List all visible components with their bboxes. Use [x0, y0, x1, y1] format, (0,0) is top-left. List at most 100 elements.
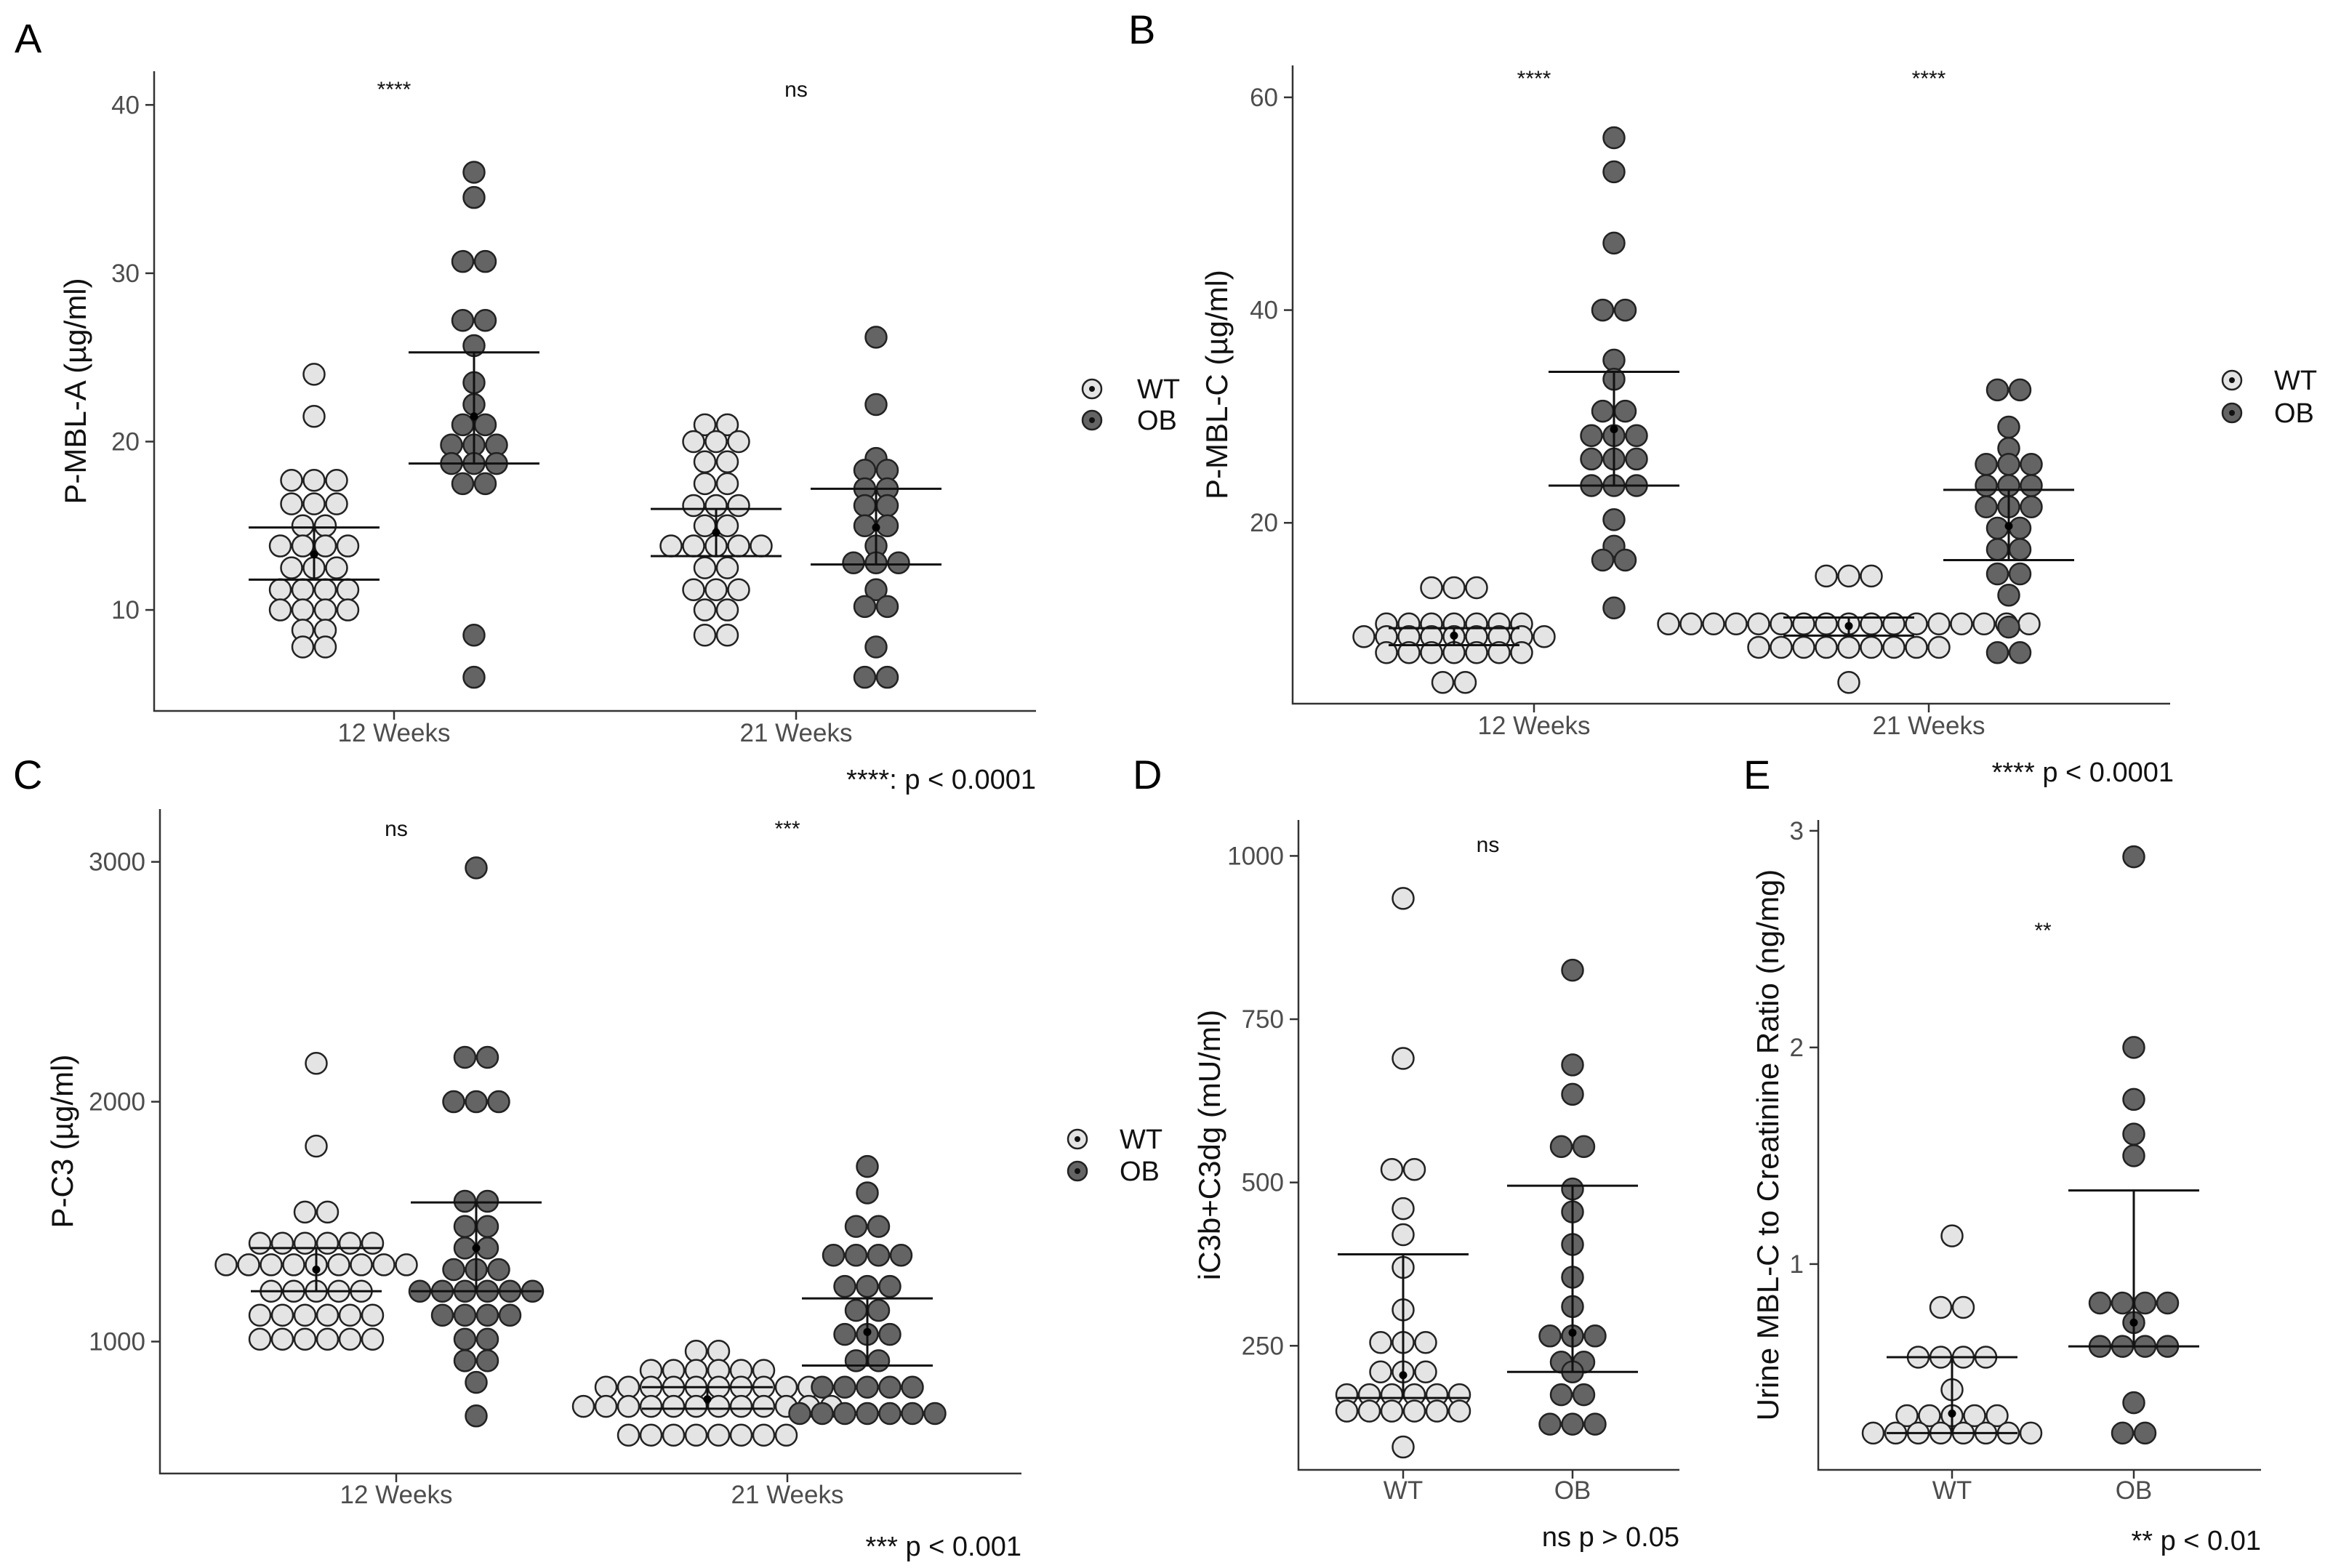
panel-c-ob-2-mean-marker	[863, 1327, 872, 1336]
panel-b-ob-2-point	[1997, 583, 2020, 607]
panel-c-ob-2-point	[856, 1274, 879, 1298]
panel-a-ob-1-point	[473, 413, 497, 437]
panel-b-ob-2-point	[2008, 516, 2032, 540]
panel-d-x-tick-label: OB	[1554, 1476, 1591, 1505]
panel-d-wt-point	[1380, 1157, 1404, 1181]
panel-e-y-tick-label: 2	[1790, 1034, 1804, 1062]
panel-b-ob-2-point	[1997, 415, 2020, 439]
panel-a-ob-1-point	[473, 472, 497, 496]
panel-d-wt-point	[1369, 1331, 1392, 1354]
panel-d-ob-point	[1549, 1135, 1573, 1158]
panel-a-ob-2-point	[842, 551, 865, 574]
panel-d-significance-label: ns	[1477, 833, 1500, 857]
panel-a-wt-1-point	[336, 534, 360, 558]
panel-c-ob-2-point	[856, 1375, 879, 1399]
panel-a-wt-1-point	[268, 578, 292, 602]
panel-c-x-tick-label: 21 Weeks	[731, 1481, 844, 1509]
panel-d-wt-point	[1392, 887, 1415, 910]
panel-c-ob-2-point	[901, 1375, 924, 1399]
panel-b-wt-2-point	[1792, 612, 1815, 635]
panel-c-wt-2-point	[684, 1423, 708, 1447]
panel-c-ob-2-point	[856, 1154, 879, 1178]
panel-c-y-tick-label: 3000	[89, 848, 145, 877]
panel-b-ob-1-point	[1602, 508, 1626, 531]
panel-c-axes	[158, 809, 1021, 1475]
panel-a-y-axis-title: P-MBL-A (µg/ml)	[58, 278, 92, 504]
panel-c-wt-2-point	[617, 1394, 641, 1418]
panel-c-wt-1-point	[282, 1253, 305, 1276]
panel-a-wt-2-point	[704, 578, 728, 602]
panel-b-ob-2-point	[2020, 474, 2043, 497]
panel-e-wt-point	[1861, 1421, 1885, 1445]
panel-c-wt-2-point	[684, 1339, 708, 1363]
legend-c: WT OB	[1067, 1125, 1162, 1187]
panel-a-ob-2-point	[887, 551, 910, 574]
panel-a-wt-2-point	[704, 430, 728, 454]
panel-c-wt-2-point	[729, 1423, 753, 1447]
panel-c-wt-1-point	[248, 1327, 272, 1351]
panel-a-ob-2-point	[853, 665, 877, 689]
panel-c-wt-2-point	[752, 1394, 776, 1418]
panel-c-ob-2-point	[867, 1243, 891, 1267]
panel-b-y-tick-label: 40	[1250, 297, 1278, 325]
panel-d-wt-point	[1402, 1399, 1426, 1423]
panel-c-wt-1-point	[237, 1253, 260, 1276]
panel-a-ob-2-point	[864, 635, 888, 659]
panel-c-ob-1-point	[453, 1215, 477, 1238]
panel-c-ob-2-point	[867, 1349, 891, 1372]
panel-e-ob-point	[2111, 1291, 2135, 1315]
panel-a-ob-2-point	[864, 393, 888, 417]
panel-c-ob-2-point	[822, 1243, 846, 1267]
panel-a-x-tick-label: 21 Weeks	[740, 719, 853, 747]
panel-b-wt-1-mean-marker	[1450, 631, 1458, 640]
panel-a-wt-1-point	[313, 635, 337, 659]
panel-c-wt-1-point	[293, 1231, 317, 1255]
panel-d-x-tick-label: WT	[1384, 1476, 1423, 1505]
panel-c-wt-1-point	[248, 1303, 272, 1327]
panel-a-wt-1-point	[280, 492, 303, 515]
panel-e-ob-point	[2156, 1291, 2180, 1315]
panel-a-ob-2-point	[853, 514, 877, 538]
panel-letter-e: E	[1743, 752, 1770, 797]
panel-a-wt-1-point	[313, 534, 337, 558]
panel-c-wt-1-point	[270, 1231, 294, 1255]
panel-a-wt-1-point	[313, 578, 337, 602]
panel-c-ob-2-point	[833, 1274, 856, 1298]
panel-e-x-tick-label: WT	[1932, 1476, 1972, 1505]
panel-b-ob-2-point	[1975, 453, 1998, 476]
panel-a-wt-1-point	[336, 598, 360, 622]
panel-a-ob-2-mean-marker	[872, 523, 880, 532]
panel-c-wt-1-point	[338, 1327, 362, 1351]
panel-e-wt-point	[2019, 1421, 2043, 1445]
panel-c-ob-2-point	[856, 1181, 879, 1205]
panel-b-ob-2-point	[2008, 538, 2032, 561]
panel-d-ob-point	[1583, 1324, 1607, 1348]
panel-b-x-tick-label: 21 Weeks	[1873, 712, 1985, 740]
panel-a-ob-1-mean-marker	[470, 412, 478, 421]
panel-d-ob-point	[1583, 1412, 1607, 1436]
panel-c-ob-1-point	[475, 1189, 499, 1213]
panel-b-ob-2-point	[1975, 474, 1998, 497]
panel-e-ob-point	[2122, 1144, 2145, 1167]
panel-c-ob-1-point	[498, 1303, 522, 1327]
panel-a-y-tick-label: 10	[111, 596, 140, 624]
panel-b-wt-2-point	[1679, 612, 1703, 635]
panel-b-ob-2-point	[1985, 538, 2009, 561]
panel-a-ob-2-point	[875, 514, 899, 538]
panel-a-y-tick-label: 20	[111, 427, 140, 456]
panel-a-wt-1-point	[291, 514, 315, 538]
legend-a-wt-label: WT	[1137, 374, 1180, 405]
panel-a-wt-2-point	[715, 556, 739, 579]
panel-c-ob-1-point	[453, 1327, 477, 1351]
panel-e-wt-point	[1940, 1224, 1964, 1247]
panel-b-ob-1-point	[1591, 298, 1615, 322]
panel-letter-a: A	[15, 15, 42, 61]
panel-a-wt-1-point	[302, 404, 326, 428]
legend-b-ob-label: OB	[2274, 398, 2314, 429]
panel-d-wt-point	[1414, 1360, 1437, 1383]
panel-c-wt-1-point	[361, 1231, 385, 1255]
panel-d: 250 500 750 1000 WT OB iC3b+C3dg (mU/ml) ns	[1192, 820, 1679, 1505]
panel-b-ob-1-point	[1580, 424, 1603, 447]
panel-a-wt-2-point	[682, 578, 705, 602]
panel-b-wt-2-point	[1724, 612, 1748, 635]
